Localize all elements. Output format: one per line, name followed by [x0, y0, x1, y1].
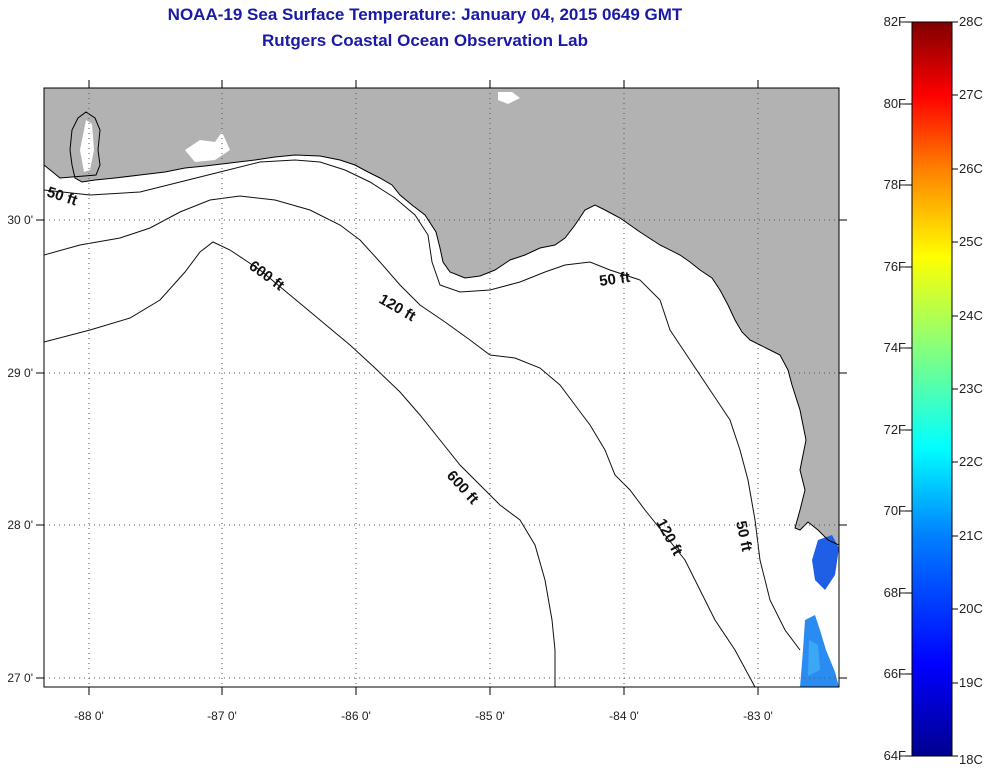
celsius-scale: [952, 21, 958, 757]
colorbar-c-label: 19C: [959, 675, 983, 690]
isobath-50ft: [44, 159, 801, 651]
colorbar-c-label: 24C: [959, 308, 983, 323]
colorbar-f-label: 82F: [884, 14, 906, 29]
temperature-colorbar: [911, 21, 953, 757]
land-mass: [44, 88, 839, 545]
colorbar-c-label: 25C: [959, 234, 983, 249]
map-frame: [43, 87, 840, 688]
lake-shape: [498, 92, 520, 104]
colorbar-c-label: 21C: [959, 528, 983, 543]
isobath-120ft: [44, 195, 756, 687]
lon-label: -88 0': [74, 709, 104, 723]
colorbar-c-label: 28C: [959, 14, 983, 29]
isobath-600ft: [44, 241, 556, 687]
lat-label: 27 0': [7, 671, 33, 685]
lat-label: 29 0': [7, 366, 33, 380]
lat-label: 30 0': [7, 213, 33, 227]
map-subtitle: Rutgers Coastal Ocean Observation Lab: [262, 31, 588, 50]
bay-shape: [80, 120, 94, 172]
colorbar-f-label: 72F: [884, 422, 906, 437]
contour-label-50ft: 50 ft: [732, 519, 755, 553]
coastline: [44, 111, 839, 546]
colorbar-f-label: 76F: [884, 259, 906, 274]
colorbar-c-label: 26C: [959, 161, 983, 176]
colorbar-f-label: 80F: [884, 96, 906, 111]
lon-label: -86 0': [341, 709, 371, 723]
sst-data-patch-2: [812, 535, 839, 590]
map-title: NOAA-19 Sea Surface Temperature: January…: [167, 5, 683, 24]
colorbar-f-label: 68F: [884, 585, 906, 600]
fahrenheit-scale: [905, 21, 912, 757]
lat-label: 28 0': [7, 518, 33, 532]
colorbar-c-label: 18C: [959, 752, 983, 767]
colorbar-f-label: 64F: [884, 748, 906, 763]
colorbar-c-label: 23C: [959, 381, 983, 396]
colorbar-f-label: 66F: [884, 666, 906, 681]
colorbar-c-label: 20C: [959, 601, 983, 616]
axis-ticks: [36, 80, 847, 695]
colorbar-f-label: 74F: [884, 340, 906, 355]
sst-data-patch-3: [808, 640, 820, 676]
lon-label: -83 0': [743, 709, 773, 723]
colorbar-f-label: 78F: [884, 177, 906, 192]
colorbar-c-label: 27C: [959, 87, 983, 102]
colorbar-c-label: 22C: [959, 454, 983, 469]
bay-shape-2: [185, 132, 230, 162]
lon-label: -85 0': [475, 709, 505, 723]
contour-label-50ft: 50 ft: [598, 269, 631, 290]
lon-label: -84 0': [609, 709, 639, 723]
lon-label: -87 0': [207, 709, 237, 723]
colorbar-f-label: 70F: [884, 503, 906, 518]
